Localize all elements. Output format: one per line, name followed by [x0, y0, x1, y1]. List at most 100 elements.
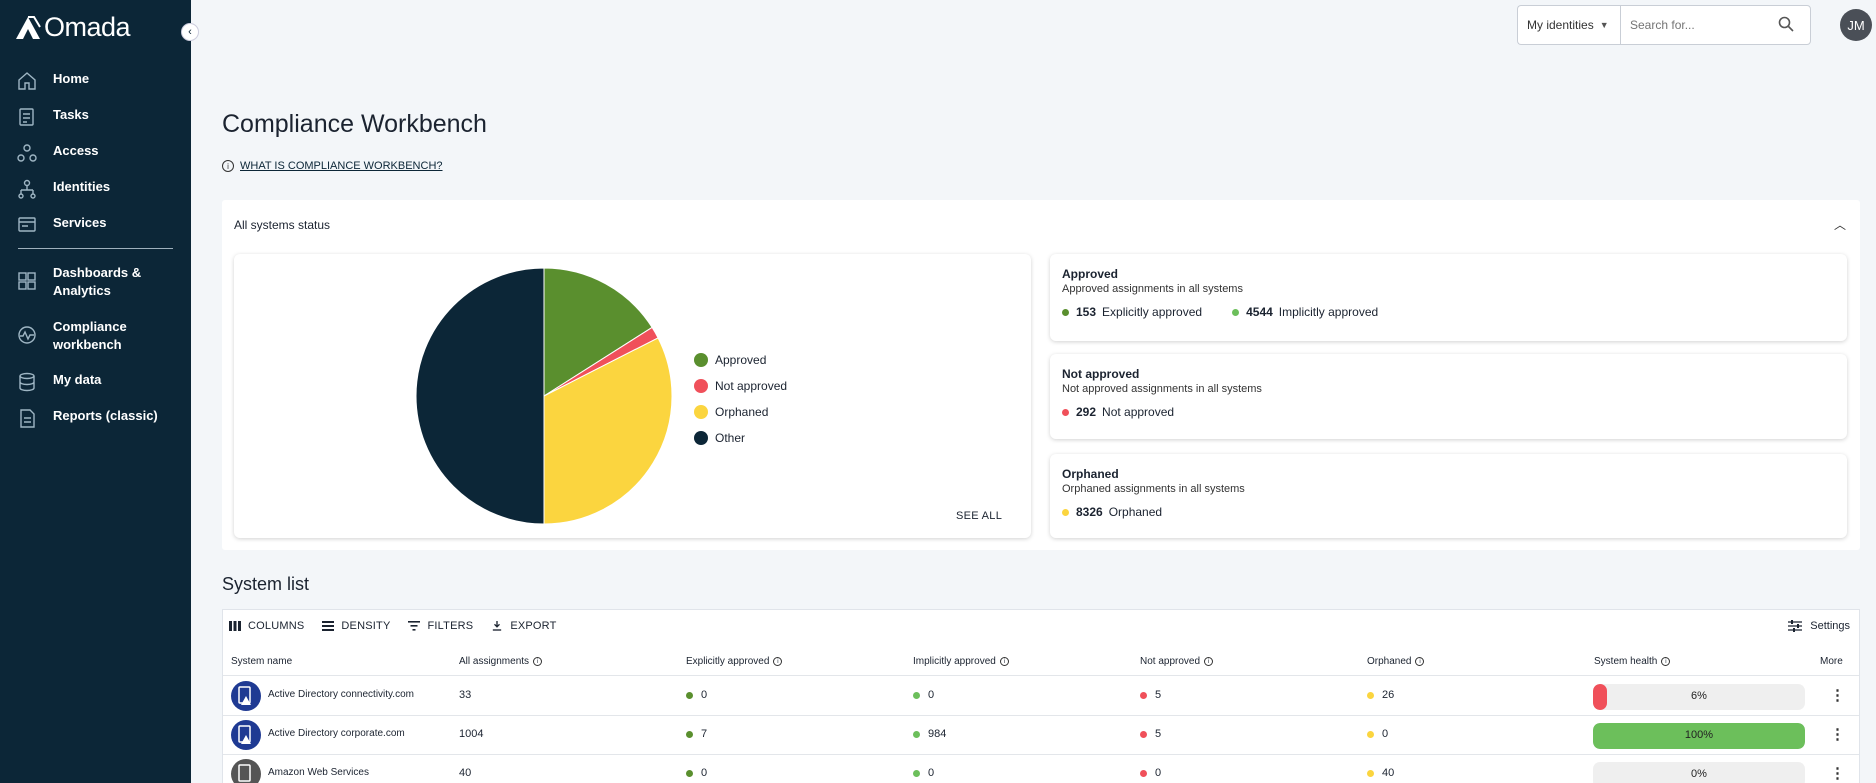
cell-value: 40 — [1382, 767, 1395, 779]
not-approved-card[interactable]: Not approved Not approved assignments in… — [1050, 354, 1847, 439]
see-all-link[interactable]: SEE ALL — [956, 510, 1003, 522]
column-header-all-assignments[interactable]: All assignments i — [459, 656, 543, 667]
not-approved-card-subtitle: Not approved assignments in all systems — [1062, 383, 1262, 395]
column-header-not-approved[interactable]: Not approved i — [1140, 656, 1214, 667]
system-name[interactable]: Active Directory corporate.com — [268, 728, 405, 739]
status-dot — [686, 769, 693, 777]
table-settings-button[interactable]: Settings — [1788, 620, 1850, 632]
filters-button[interactable]: FILTERS — [408, 620, 473, 632]
info-icon[interactable]: i — [999, 657, 1009, 666]
sidebar-divider — [18, 248, 173, 249]
info-icon[interactable]: i — [773, 657, 783, 666]
aws-icon — [231, 759, 261, 783]
not-approved-card-title: Not approved — [1062, 367, 1140, 381]
not-approved-stats: 292 Not approved — [1062, 405, 1835, 419]
orphaned-card-title: Orphaned — [1062, 467, 1119, 481]
search-input[interactable] — [1620, 5, 1811, 45]
legend-label: Orphaned — [715, 405, 769, 419]
column-header-system-name[interactable]: System name — [231, 656, 292, 667]
sidebar-item-label: My data — [53, 372, 102, 387]
export-label: EXPORT — [510, 620, 557, 632]
cell-value: 7 — [701, 728, 708, 740]
orphaned-card[interactable]: Orphaned Orphaned assignments in all sys… — [1050, 454, 1847, 538]
orphaned-label: Orphaned — [1108, 505, 1163, 519]
system-name[interactable]: Active Directory connectivity.com — [268, 689, 414, 700]
column-header-orphaned[interactable]: Orphaned i — [1367, 656, 1425, 667]
status-dot — [913, 730, 920, 738]
active-directory-icon — [231, 681, 261, 711]
columns-button[interactable]: COLUMNS — [229, 620, 304, 632]
status-dot — [913, 691, 920, 699]
orphaned-count: 8326 — [1076, 505, 1103, 519]
more-options-icon[interactable]: ⋮ — [1830, 765, 1845, 782]
legend-label: Approved — [715, 353, 767, 367]
tasks-icon — [19, 108, 34, 126]
access-icon — [17, 144, 37, 162]
header-label: More — [1820, 656, 1843, 667]
orphaned-value: 40 — [1367, 767, 1394, 779]
cell-value: 0 — [701, 689, 708, 701]
density-icon — [322, 621, 335, 631]
identities-icon — [18, 179, 36, 199]
export-button[interactable]: EXPORT — [491, 620, 556, 632]
table-row[interactable]: Active Directory connectivity.com 33 0 0… — [223, 677, 1859, 716]
table-row[interactable]: Amazon Web Services 40 0 0 0 40 0% ⋮ — [223, 755, 1859, 783]
all-assignments-value: 1004 — [459, 728, 483, 740]
implicitly-approved-value: 0 — [913, 767, 934, 779]
column-header-explicitly-approved[interactable]: Explicitly approved i — [686, 656, 783, 667]
not-approved-label: Not approved — [1102, 405, 1175, 419]
system-health-bar: 6% — [1593, 684, 1805, 710]
header-label: All assignments — [459, 656, 530, 667]
column-header-implicitly-approved[interactable]: Implicitly approved i — [913, 656, 1009, 667]
status-dot — [1140, 691, 1147, 699]
avatar[interactable]: JM — [1840, 9, 1872, 41]
info-icon[interactable]: i — [533, 657, 543, 666]
cell-value: 0 — [928, 767, 935, 779]
legend-swatch — [694, 353, 708, 367]
column-header-system-health[interactable]: System health i — [1594, 656, 1671, 667]
legend-item-other: Other — [694, 425, 787, 451]
health-value: 6% — [1691, 690, 1707, 702]
info-icon[interactable]: i — [1204, 657, 1214, 666]
sidebar-item-label: Services — [53, 215, 107, 230]
status-dot — [1140, 730, 1147, 738]
info-icon[interactable]: i — [1415, 657, 1425, 666]
cell-value: 5 — [1155, 728, 1162, 740]
sidebar-item-label: Access — [53, 143, 99, 158]
info-icon[interactable]: i — [1661, 657, 1671, 666]
implicitly-approved-value: 0 — [913, 689, 934, 701]
system-name[interactable]: Amazon Web Services — [268, 767, 369, 778]
implicit-label: Implicitly approved — [1278, 305, 1379, 319]
more-options-icon[interactable]: ⋮ — [1830, 687, 1845, 704]
dashboard-icon — [18, 272, 36, 290]
filter-icon — [408, 621, 421, 631]
what-is-compliance-link[interactable]: WHAT IS COMPLIANCE WORKBENCH? — [240, 160, 443, 172]
services-icon — [18, 217, 36, 232]
sidebar-item-label: Dashboards & Analytics — [53, 265, 142, 298]
pie-slice-approved[interactable] — [543, 267, 653, 397]
status-dot — [686, 691, 693, 699]
cell-value: 26 — [1382, 689, 1395, 701]
identity-scope-select[interactable]: My identities ▼ — [1517, 5, 1621, 45]
more-options-icon[interactable]: ⋮ — [1830, 726, 1845, 743]
implicit-count: 4544 — [1246, 305, 1273, 319]
explicitly-approved-value: 0 — [686, 767, 707, 779]
app-name: Omada — [44, 12, 131, 42]
density-button[interactable]: DENSITY — [322, 620, 390, 632]
column-header-more: More — [1820, 656, 1843, 667]
pie-slice-orphaned[interactable] — [543, 337, 673, 525]
table-row[interactable]: Active Directory corporate.com 1004 7 98… — [223, 716, 1859, 755]
sidebar-item-label: Tasks — [53, 107, 89, 122]
settings-label: Settings — [1810, 620, 1850, 632]
status-dot — [1367, 730, 1374, 738]
collapse-sidebar-button[interactable]: ‹ — [181, 23, 199, 41]
all-assignments-value: 40 — [459, 767, 471, 779]
search-icon[interactable] — [1777, 15, 1795, 33]
omada-logo[interactable]: Omada — [14, 12, 131, 43]
not-approved-value: 0 — [1140, 767, 1161, 779]
cell-value: 0 — [701, 767, 708, 779]
pie-slice-other[interactable] — [415, 267, 545, 525]
chevron-up-icon[interactable]: ︿ — [1833, 218, 1846, 232]
approved-card[interactable]: Approved Approved assignments in all sys… — [1050, 254, 1847, 341]
home-icon — [18, 72, 36, 90]
